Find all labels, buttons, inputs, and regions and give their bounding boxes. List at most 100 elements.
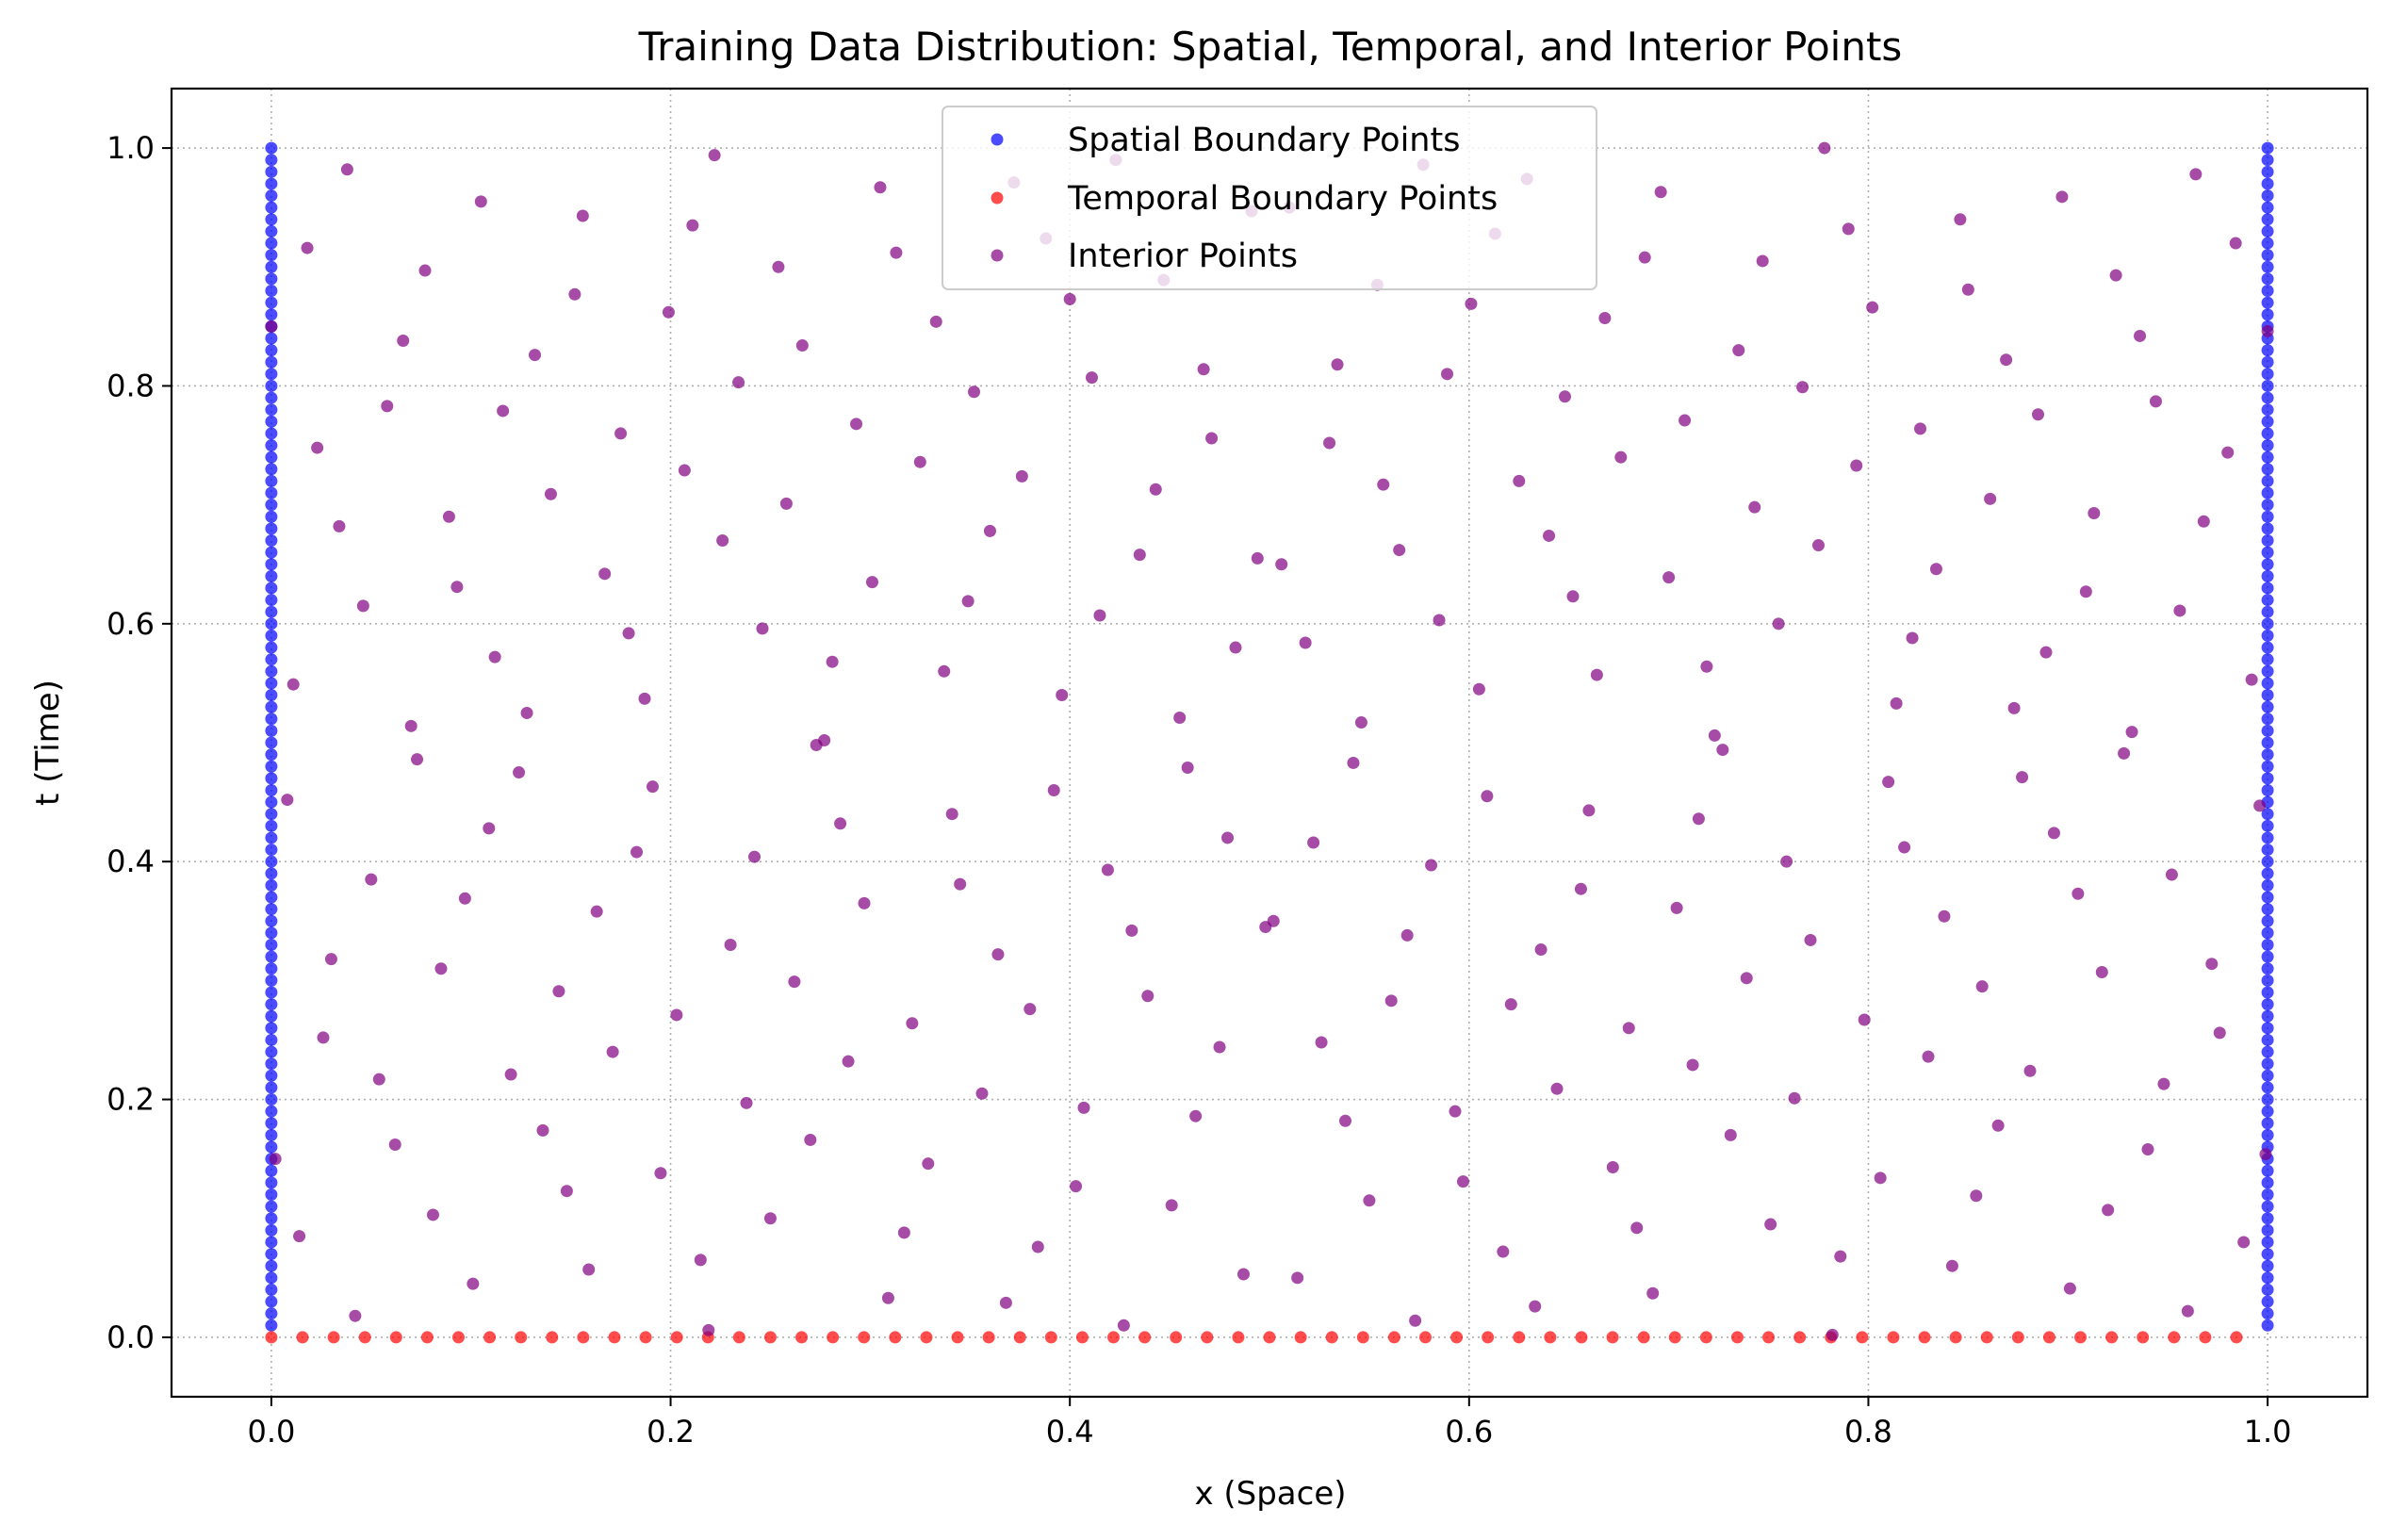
interior-point <box>631 845 644 859</box>
interior-point <box>1449 1105 1462 1118</box>
spatial-boundary-point <box>265 189 278 203</box>
spatial-boundary-point <box>2261 522 2274 535</box>
interior-point <box>1323 436 1336 450</box>
temporal-boundary-point <box>608 1331 621 1344</box>
spatial-boundary-point <box>2261 713 2274 726</box>
spatial-boundary-point <box>2261 368 2274 381</box>
legend-marker-temporal <box>991 191 1004 205</box>
spatial-boundary-point <box>2261 926 2274 940</box>
interior-point <box>1654 186 1667 199</box>
spatial-boundary-point <box>265 713 278 726</box>
interior-point <box>301 241 314 254</box>
spatial-boundary-point <box>265 962 278 975</box>
interior-point <box>1291 1271 1304 1285</box>
interior-point <box>598 567 612 581</box>
interior-point <box>281 794 294 807</box>
interior-point <box>788 975 801 989</box>
spatial-boundary-point <box>2261 1057 2274 1071</box>
interior-point <box>1472 682 1485 696</box>
spatial-boundary-point <box>2261 569 2274 582</box>
spatial-boundary-point <box>2261 463 2274 476</box>
interior-point <box>2229 237 2242 250</box>
interior-point <box>881 1291 894 1304</box>
x-tick-label: 0.2 <box>647 1414 695 1450</box>
interior-point <box>1221 831 1235 844</box>
x-axis-ticks: 0.0 0.2 0.4 0.6 0.8 1.0 <box>247 1397 2292 1450</box>
interior-point <box>1251 551 1264 565</box>
interior-point <box>1031 1240 1044 1253</box>
interior-point <box>1141 990 1155 1003</box>
interior-point <box>1630 1221 1644 1235</box>
interior-point <box>1338 1114 1351 1127</box>
y-axis-ticks: 0.0 0.2 0.4 0.6 0.8 1.0 <box>106 130 172 1355</box>
spatial-boundary-point <box>2261 974 2274 987</box>
interior-point <box>1679 414 1692 427</box>
spatial-boundary-point <box>265 795 278 809</box>
spatial-boundary-point <box>265 272 278 286</box>
interior-point <box>1133 549 1146 562</box>
temporal-boundary-point <box>951 1331 964 1344</box>
temporal-boundary-point <box>2168 1331 2181 1344</box>
spatial-boundary-point <box>2261 189 2274 203</box>
spatial-boundary-point <box>265 1057 278 1071</box>
interior-point <box>890 246 903 259</box>
interior-point <box>1504 998 1517 1011</box>
interior-point <box>906 1017 919 1030</box>
interior-point <box>975 1087 989 1100</box>
spatial-boundary-point <box>2261 819 2274 832</box>
spatial-boundary-point <box>265 332 278 345</box>
interior-point <box>1582 804 1596 817</box>
spatial-boundary-point <box>2261 308 2274 321</box>
interior-point <box>1077 1101 1090 1114</box>
spatial-boundary-point <box>265 855 278 868</box>
interior-point <box>1914 422 1927 435</box>
interior-point <box>1898 841 1911 854</box>
interior-point <box>1409 1314 1422 1327</box>
spatial-boundary-point <box>265 165 278 178</box>
interior-point <box>1481 790 1494 803</box>
interior-point <box>2213 1026 2226 1040</box>
interior-point <box>520 706 533 719</box>
temporal-boundary-point <box>2137 1331 2150 1344</box>
interior-point <box>1606 1160 1619 1173</box>
temporal-boundary-point <box>1762 1331 1776 1344</box>
interior-point <box>1197 363 1210 376</box>
spatial-boundary-point <box>2261 1128 2274 1141</box>
spatial-boundary-point <box>265 533 278 547</box>
interior-point <box>2165 868 2178 881</box>
interior-point <box>654 1167 667 1180</box>
temporal-boundary-point <box>1887 1331 1900 1344</box>
spatial-boundary-point <box>265 939 278 952</box>
interior-point <box>865 576 878 589</box>
spatial-boundary-point <box>265 629 278 642</box>
interior-point <box>2007 701 2021 714</box>
interior-point <box>513 766 526 779</box>
interior-point <box>2072 887 2085 900</box>
spatial-boundary-point <box>2261 154 2274 167</box>
interior-point <box>1213 1040 1226 1054</box>
spatial-boundary-point <box>265 1081 278 1094</box>
interior-point <box>2253 799 2267 812</box>
interior-point <box>497 404 510 418</box>
temporal-boundary-point <box>1044 1331 1057 1344</box>
temporal-boundary-point <box>920 1331 933 1344</box>
interior-point <box>1125 924 1138 937</box>
interior-point <box>732 376 745 389</box>
y-axis-label: t (Time) <box>29 680 67 806</box>
spatial-boundary-point <box>265 1223 278 1237</box>
interior-point <box>1085 371 1098 385</box>
interior-point <box>590 905 603 918</box>
interior-point <box>1205 432 1219 445</box>
temporal-boundary-point <box>546 1331 559 1344</box>
spatial-boundary-point <box>2261 1271 2274 1285</box>
interior-point <box>1590 668 1603 681</box>
spatial-boundary-point <box>2261 653 2274 666</box>
spatial-boundary-point <box>265 1022 278 1035</box>
temporal-boundary-point <box>1606 1331 1619 1344</box>
interior-point <box>1975 980 1989 993</box>
interior-point <box>349 1309 362 1322</box>
interior-point <box>1393 544 1406 557</box>
interior-point <box>1529 1300 1542 1313</box>
spatial-boundary-point <box>265 391 278 404</box>
interior-point <box>1970 1189 1983 1203</box>
